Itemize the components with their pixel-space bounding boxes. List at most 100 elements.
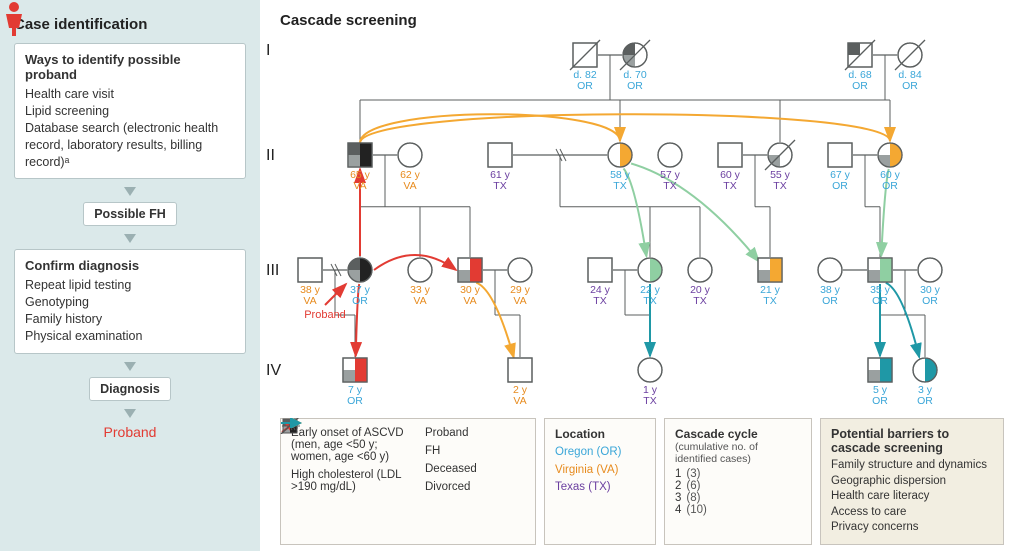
node-label: 38 yOR	[810, 285, 850, 307]
legend-glyph-divorced: Divorced	[425, 481, 525, 493]
node-label: 2 yVA	[500, 385, 540, 407]
generation-label: IV	[266, 362, 281, 380]
barrier-item: Health care literacy	[831, 489, 993, 505]
cascade-legend: Cascade cycle (cumulative no. of identif…	[664, 418, 812, 545]
pedigree-node	[608, 143, 632, 167]
pedigree-node	[488, 143, 512, 167]
location-item: Texas (TX)	[555, 479, 645, 496]
pedigree-node	[828, 143, 852, 167]
pedigree-node	[343, 358, 367, 382]
cascade-cycle-item: 4(10)	[675, 504, 801, 516]
node-label: 57 yTX	[650, 170, 690, 192]
node-label: 37 yOR	[340, 285, 380, 307]
node-label: 35 yOR	[860, 285, 900, 307]
pedigree-node	[765, 140, 795, 170]
left-title: Case identification	[14, 16, 246, 33]
confirm-card: Confirm diagnosis Repeat lipid testingGe…	[14, 249, 246, 354]
cascade-cycle-item: 2(6)	[675, 480, 801, 492]
node-label: d. 84OR	[890, 70, 930, 92]
pedigree-node	[918, 258, 942, 282]
pedigree-node	[508, 258, 532, 282]
pedigree-node	[458, 258, 482, 282]
confirm-items: Repeat lipid testingGenotypingFamily his…	[25, 277, 235, 345]
pedigree-panel: Cascade screening Proband d. 82ORd. 70OR…	[260, 0, 1010, 551]
pedigree-node	[638, 358, 662, 382]
node-label: 65 yVA	[340, 170, 380, 192]
location-title: Location	[555, 427, 645, 441]
pedigree-node	[868, 258, 892, 282]
ways-item: Lipid screening	[25, 103, 235, 120]
pedigree-node	[878, 143, 902, 167]
node-label: 1 yTX	[630, 385, 670, 407]
barrier-item: Privacy concerns	[831, 520, 993, 536]
pedigree-node	[298, 258, 322, 282]
node-label: d. 68OR	[840, 70, 880, 92]
node-label: 67 yOR	[820, 170, 860, 192]
possible-fh-label: Possible FH	[83, 202, 177, 226]
pedigree-node	[818, 258, 842, 282]
node-label: 60 yTX	[710, 170, 750, 192]
legend-glyph-proband: Proband	[425, 427, 525, 439]
confirm-item: Repeat lipid testing	[25, 277, 235, 294]
node-label: 29 yVA	[500, 285, 540, 307]
node-label: 61 yTX	[480, 170, 520, 192]
pedigree-node	[398, 143, 422, 167]
cascade-cycle-item: 3(8)	[675, 492, 801, 504]
ways-item: Health care visit	[25, 86, 235, 103]
node-label: 60 yOR	[870, 170, 910, 192]
pedigree-node	[688, 258, 712, 282]
legend-glyph-hc: High cholesterol (LDL >190 mg/dL)	[291, 469, 415, 493]
node-label: 5 yOR	[860, 385, 900, 407]
pedigree-diagram: Proband	[260, 0, 990, 430]
ways-items: Health care visitLipid screeningDatabase…	[25, 86, 235, 170]
node-label: 58 yTX	[600, 170, 640, 192]
generation-label: III	[266, 262, 279, 280]
legend-area: Early onset of ASCVD (men, age <50 y; wo…	[280, 418, 1004, 545]
node-label: 24 yTX	[580, 285, 620, 307]
generation-label: II	[266, 147, 275, 165]
legend-glyph-deceased: Deceased	[425, 463, 525, 475]
pedigree-node	[570, 40, 600, 70]
node-label: 3 yOR	[905, 385, 945, 407]
cascade-title: Cascade cycle	[675, 427, 801, 441]
node-label: 55 yTX	[760, 170, 800, 192]
pedigree-node	[348, 143, 372, 167]
barrier-item: Family structure and dynamics	[831, 458, 993, 474]
down-arrow-icon	[124, 234, 136, 243]
barrier-item: Geographic dispersion	[831, 474, 993, 490]
symbol-legend: Early onset of ASCVD (men, age <50 y; wo…	[280, 418, 536, 545]
pedigree-node	[868, 358, 892, 382]
proband-figure: Proband	[14, 424, 246, 440]
cascade-cycle-item: 1(3)	[675, 468, 801, 480]
barriers-title: Potential barriers to cascade screening	[831, 427, 993, 455]
legend-glyph-fh: FH	[425, 445, 525, 457]
down-arrow-icon	[124, 187, 136, 196]
diagnosis-label: Diagnosis	[89, 377, 171, 401]
cascade-subtitle: (cumulative no. of identified cases)	[675, 441, 801, 465]
person-icon	[0, 0, 28, 36]
node-label: 30 yVA	[450, 285, 490, 307]
confirm-item: Genotyping	[25, 294, 235, 311]
pedigree-node	[913, 358, 937, 382]
node-label: d. 82OR	[565, 70, 605, 92]
pedigree-node	[658, 143, 682, 167]
down-arrow-icon	[124, 409, 136, 418]
node-label: d. 70OR	[615, 70, 655, 92]
proband-text: Proband	[14, 424, 246, 440]
confirm-item: Physical examination	[25, 328, 235, 345]
pedigree-node	[620, 40, 650, 70]
pedigree-node	[348, 258, 372, 282]
ways-card: Ways to identify possible proband Health…	[14, 43, 246, 179]
location-legend: Location Oregon (OR)Virginia (VA)Texas (…	[544, 418, 656, 545]
node-label: 33 yVA	[400, 285, 440, 307]
confirm-title: Confirm diagnosis	[25, 258, 235, 273]
legend-glyph-ascvd: Early onset of ASCVD (men, age <50 y; wo…	[291, 427, 415, 463]
node-label: 22 yTX	[630, 285, 670, 307]
pedigree-node	[408, 258, 432, 282]
barrier-item: Access to care	[831, 505, 993, 521]
pedigree-node	[508, 358, 532, 382]
generation-label: I	[266, 42, 270, 60]
node-label: 38 yVA	[290, 285, 330, 307]
barriers-box: Potential barriers to cascade screening …	[820, 418, 1004, 545]
pedigree-node	[718, 143, 742, 167]
